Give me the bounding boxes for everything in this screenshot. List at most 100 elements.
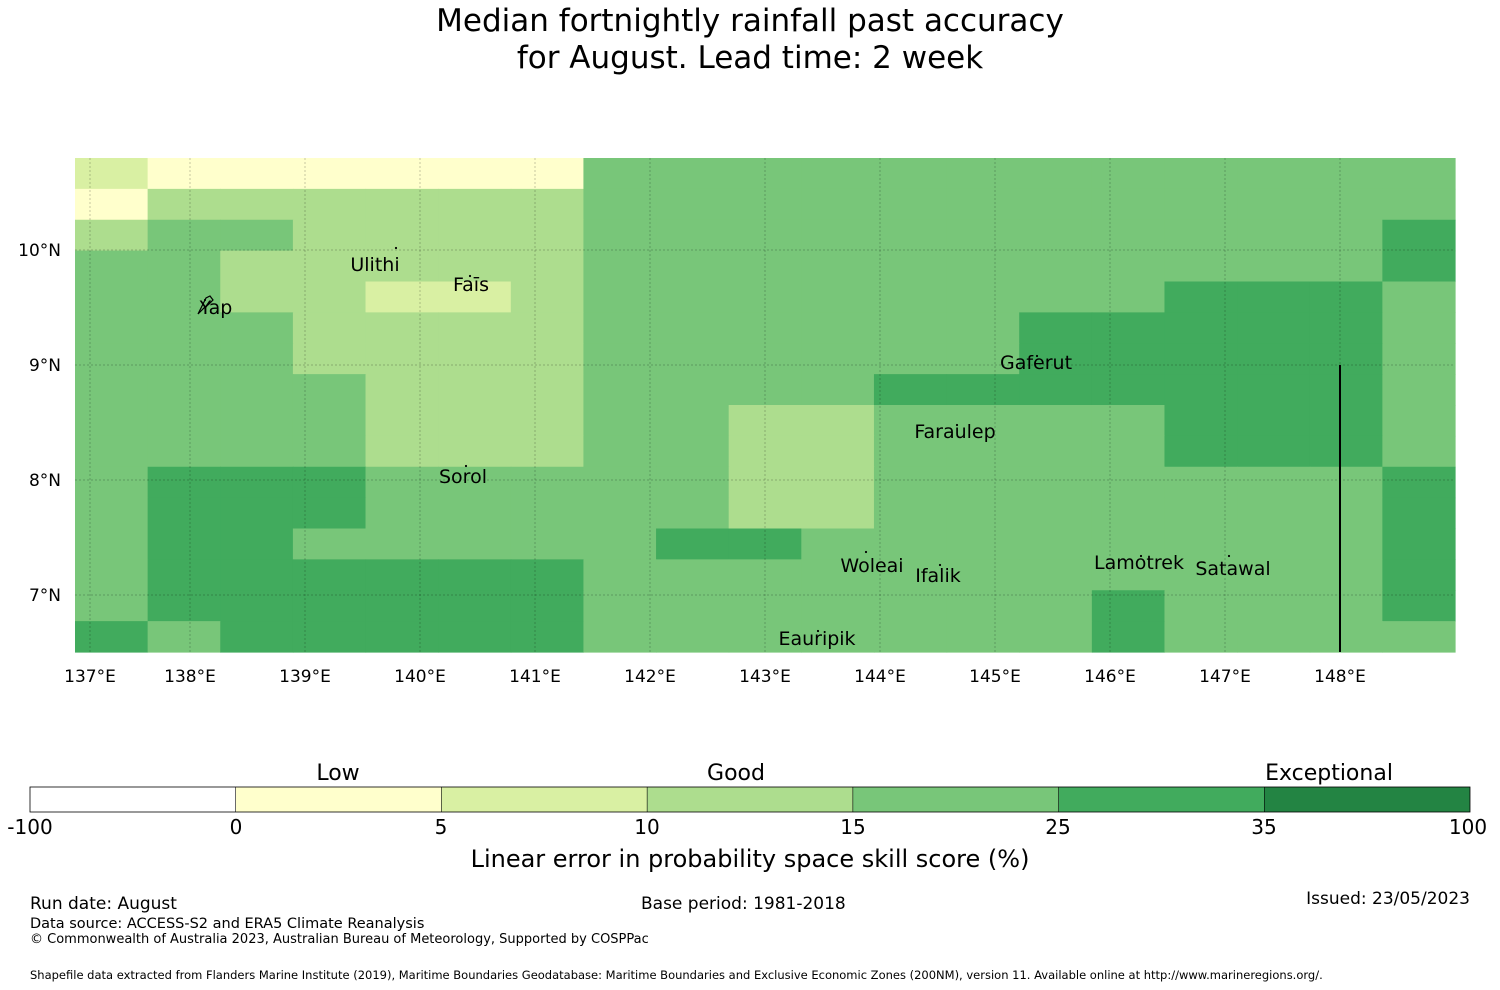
map-grid-cell xyxy=(873,559,948,591)
map-grid-cell xyxy=(873,281,948,313)
island-marker xyxy=(1139,554,1143,558)
map-grid-cell xyxy=(1237,219,1311,252)
map-grid-cell xyxy=(1309,158,1383,190)
map-grid-cell xyxy=(292,219,367,252)
map-grid-cell xyxy=(220,281,294,313)
map-grid-cell xyxy=(292,250,367,283)
map-grid-cell xyxy=(438,621,512,653)
map-grid-cell xyxy=(292,497,367,530)
run-date: Run date: August xyxy=(30,894,177,914)
map-grid-cell xyxy=(1237,435,1311,468)
place-label: Sorol xyxy=(439,466,487,488)
map-grid-cell xyxy=(1309,188,1383,221)
map-grid-cell xyxy=(292,621,367,653)
map-grid-cell xyxy=(801,466,875,499)
map-grid-cell xyxy=(1237,374,1311,406)
map-grid-cell xyxy=(1237,405,1311,437)
map-grid-cell xyxy=(1237,343,1311,375)
place-label: Eauripik xyxy=(778,628,855,650)
map-grid-cell xyxy=(438,250,512,283)
map-grid-cell xyxy=(728,250,802,283)
map-grid-cell xyxy=(1382,405,1456,437)
chart-title-line1: Median fortnightly rainfall past accurac… xyxy=(436,3,1064,39)
map-grid-cell xyxy=(220,343,294,375)
colorbar-category-exceptional: Exceptional xyxy=(1265,761,1393,786)
map-grid-cell xyxy=(801,250,875,283)
map-grid-cell xyxy=(438,281,512,313)
map-grid-cell xyxy=(1091,250,1166,283)
map-grid-cell xyxy=(292,590,367,622)
map-grid-cell xyxy=(220,528,294,560)
map-grid-cell xyxy=(220,435,294,468)
map-grid-cell xyxy=(583,405,657,437)
map-grid-cell xyxy=(220,250,294,283)
map-grid-cell xyxy=(438,435,512,468)
map-grid-cell xyxy=(1019,158,1093,190)
map-grid-cell xyxy=(728,497,802,530)
map-grid-cell xyxy=(801,312,875,344)
map-grid-cell xyxy=(1309,374,1383,406)
map-grid-cell xyxy=(728,312,802,344)
data-source: Data source: ACCESS-S2 and ERA5 Climate … xyxy=(30,916,425,932)
map-grid-cell xyxy=(728,219,802,252)
copyright-notice: © Commonwealth of Australia 2023, Austra… xyxy=(30,932,649,947)
map-grid-cell xyxy=(1019,435,1093,468)
map-grid-cell xyxy=(1091,528,1166,560)
shapefile-credit: Shapefile data extracted from Flanders M… xyxy=(30,968,1323,982)
map-grid-cell xyxy=(292,435,367,468)
map-grid-cell xyxy=(1382,343,1456,375)
longitude-tick-label: 138°E xyxy=(164,667,216,687)
map-grid-cell xyxy=(147,188,221,221)
map-grid-cell xyxy=(1164,590,1238,622)
map-grid-cell xyxy=(1019,405,1093,437)
longitude-tick-label: 145°E xyxy=(969,667,1021,687)
map-grid-cell xyxy=(1164,219,1238,252)
map-grid-cell xyxy=(1382,188,1456,221)
map-grid-cell xyxy=(292,312,367,344)
map-grid-cell xyxy=(801,343,875,375)
map-grid-cell xyxy=(801,188,875,221)
colorbar-tick-label: 35 xyxy=(1251,815,1277,839)
map-grid-cell xyxy=(438,343,512,375)
map-grid-cell xyxy=(438,590,512,622)
map-grid-cell xyxy=(583,250,657,283)
map-grid-cell xyxy=(873,343,948,375)
map-grid-cell xyxy=(1091,559,1166,591)
map-grid-cell xyxy=(583,312,657,344)
map-grid-cell xyxy=(147,343,221,375)
map-grid-cell xyxy=(365,405,439,437)
map-grid-cell xyxy=(728,281,802,313)
island-marker xyxy=(864,550,868,554)
map-grid-cell xyxy=(801,590,875,622)
base-period: Base period: 1981-2018 xyxy=(641,894,846,914)
map-grid-cell xyxy=(728,343,802,375)
colorbar-tick-label: 0 xyxy=(229,815,243,839)
issued-date: Issued: 23/05/2023 xyxy=(1306,889,1470,909)
island-marker xyxy=(1035,354,1039,358)
map-grid-cell xyxy=(946,281,1020,313)
map-grid-cell xyxy=(946,590,1020,622)
map-grid-cell xyxy=(510,559,585,591)
map-grid-cell xyxy=(801,281,875,313)
place-label: Lamotrek xyxy=(1094,552,1184,574)
longitude-tick-label: 146°E xyxy=(1084,667,1136,687)
map-grid-cell xyxy=(220,188,294,221)
map-grid-cell xyxy=(292,405,367,437)
map-grid-cell xyxy=(365,590,439,622)
map-grid-cell xyxy=(147,497,221,530)
map-grid-cell xyxy=(873,188,948,221)
map-grid-cell xyxy=(583,559,657,591)
map-grid-cell xyxy=(510,158,585,190)
map-grid-cell xyxy=(728,158,802,190)
map-grid-cell xyxy=(801,405,875,437)
map-grid-cell xyxy=(656,621,730,653)
map-grid-cell xyxy=(147,435,221,468)
map-grid-cell xyxy=(220,312,294,344)
map-grid-cell xyxy=(1091,219,1166,252)
map-grid-cell xyxy=(1091,497,1166,530)
map-grid-cell xyxy=(1309,312,1383,344)
place-label: Ifalik xyxy=(915,565,961,587)
map-grid-cell xyxy=(1164,343,1238,375)
map-grid-cell xyxy=(946,250,1020,283)
